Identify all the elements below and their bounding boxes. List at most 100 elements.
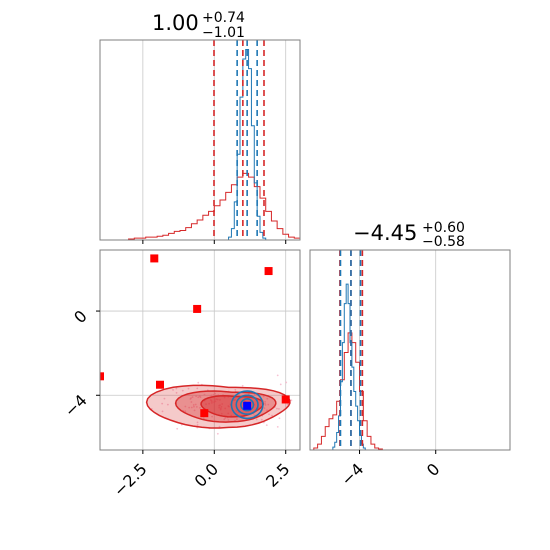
scatter-point	[176, 427, 179, 430]
scatter-point	[276, 425, 279, 428]
scatter-point	[286, 403, 289, 406]
scatter-point	[220, 412, 223, 415]
scatter-point	[223, 418, 226, 421]
scatter-point	[235, 409, 238, 412]
scatter-point	[276, 374, 279, 377]
scatter-point	[224, 407, 227, 410]
scatter-point	[192, 404, 195, 406]
marker-red-square	[156, 380, 164, 389]
scatter-point	[210, 394, 213, 397]
scatter-point	[205, 403, 207, 406]
title-p1-value: −4.45	[353, 221, 417, 245]
scatter-point	[96, 392, 98, 394]
scatter-point	[197, 381, 200, 384]
scatter-point	[236, 418, 238, 421]
scatter-point	[264, 400, 266, 403]
scatter-point	[223, 396, 226, 399]
histogram-p1-plot-area	[313, 250, 383, 450]
scatter-point	[187, 387, 190, 390]
scatter-point	[181, 389, 184, 392]
histogram-p0-panel	[99, 39, 301, 244]
title-p0-lower: −1.01	[202, 25, 245, 41]
scatter-point	[255, 418, 258, 421]
title-p1: −4.45 +0.60 −0.58	[353, 220, 465, 250]
scatter-point	[266, 397, 269, 400]
scatter-point	[190, 401, 193, 403]
scatter-point	[210, 400, 213, 403]
tick-label-x-p0: 0.0	[191, 459, 222, 490]
scatter-point	[216, 398, 219, 401]
marker-red-square	[150, 254, 159, 263]
scatter-point	[218, 406, 221, 409]
scatter-point	[211, 415, 214, 418]
joint-plot-area	[96, 254, 334, 453]
scatter-point	[216, 432, 219, 435]
scatter-point	[219, 399, 221, 401]
scatter-point	[195, 406, 198, 408]
scatter-point	[278, 407, 280, 410]
scatter-point	[196, 421, 199, 424]
title-p1-upper: +0.60	[422, 220, 465, 236]
title-p0: 1.00 +0.74 −1.01	[152, 10, 245, 41]
contour-blue-level	[240, 398, 255, 412]
scatter-point	[194, 403, 197, 406]
scatter-point	[285, 381, 288, 384]
marker-red-square	[193, 304, 202, 313]
scatter-point	[332, 405, 334, 407]
contour-blue-level	[230, 390, 264, 420]
marker-red-square	[264, 267, 273, 276]
scatter-point	[243, 400, 246, 403]
scatter-point	[278, 417, 281, 420]
scatter-point	[210, 401, 213, 404]
scatter-point	[193, 409, 196, 412]
scatter-point	[175, 387, 178, 390]
histogram-p1-red-series	[313, 332, 383, 450]
tick-label-x-p0: −2.5	[110, 459, 151, 500]
scatter-point	[224, 417, 227, 419]
histogram-p0-frame	[99, 39, 301, 241]
scatter-point	[184, 405, 187, 408]
scatter-point	[188, 406, 191, 409]
scatter-point	[195, 395, 198, 398]
histogram-p0-plot-area	[128, 40, 300, 240]
scatter-point	[218, 404, 220, 407]
scatter-point	[161, 410, 164, 413]
scatter-point	[215, 398, 218, 401]
scatter-point	[219, 451, 221, 453]
scatter-point	[214, 400, 217, 403]
scatter-point	[172, 389, 174, 391]
scatter-point	[290, 399, 293, 402]
tick-label-y-p1: 0	[70, 306, 91, 327]
scatter-point	[184, 410, 187, 413]
histogram-p0-blue-series	[228, 49, 267, 240]
scatter-point	[190, 406, 193, 409]
scatter-point	[191, 396, 194, 398]
scatter-point	[199, 396, 202, 398]
scatter-point	[197, 396, 200, 399]
scatter-point	[193, 405, 195, 408]
tick-label-x-p1: −4	[337, 459, 367, 489]
scatter-point	[260, 418, 263, 421]
scatter-point	[266, 409, 268, 412]
scatter-point	[271, 414, 273, 417]
joint-p0-p1-panel	[96, 249, 334, 454]
tick-label-x-p1: 0	[423, 459, 444, 480]
scatter-point	[163, 397, 166, 400]
scatter-point	[241, 384, 244, 387]
scatter-point	[234, 398, 236, 401]
scatter-point	[212, 393, 215, 396]
marker-red-square	[281, 395, 290, 404]
scatter-point	[202, 417, 205, 420]
tick-label-x-p0: 2.5	[262, 459, 293, 490]
scatter-point	[227, 412, 230, 415]
scatter-point	[166, 403, 169, 406]
joint-frame	[99, 249, 301, 451]
scatter-point	[208, 402, 210, 405]
marker-red-square	[200, 409, 209, 418]
histogram-p0-red-series	[128, 172, 300, 240]
scatter-point	[265, 424, 268, 427]
scatter-point	[196, 424, 199, 426]
scatter-point	[218, 425, 221, 428]
scatter-point	[264, 402, 266, 405]
